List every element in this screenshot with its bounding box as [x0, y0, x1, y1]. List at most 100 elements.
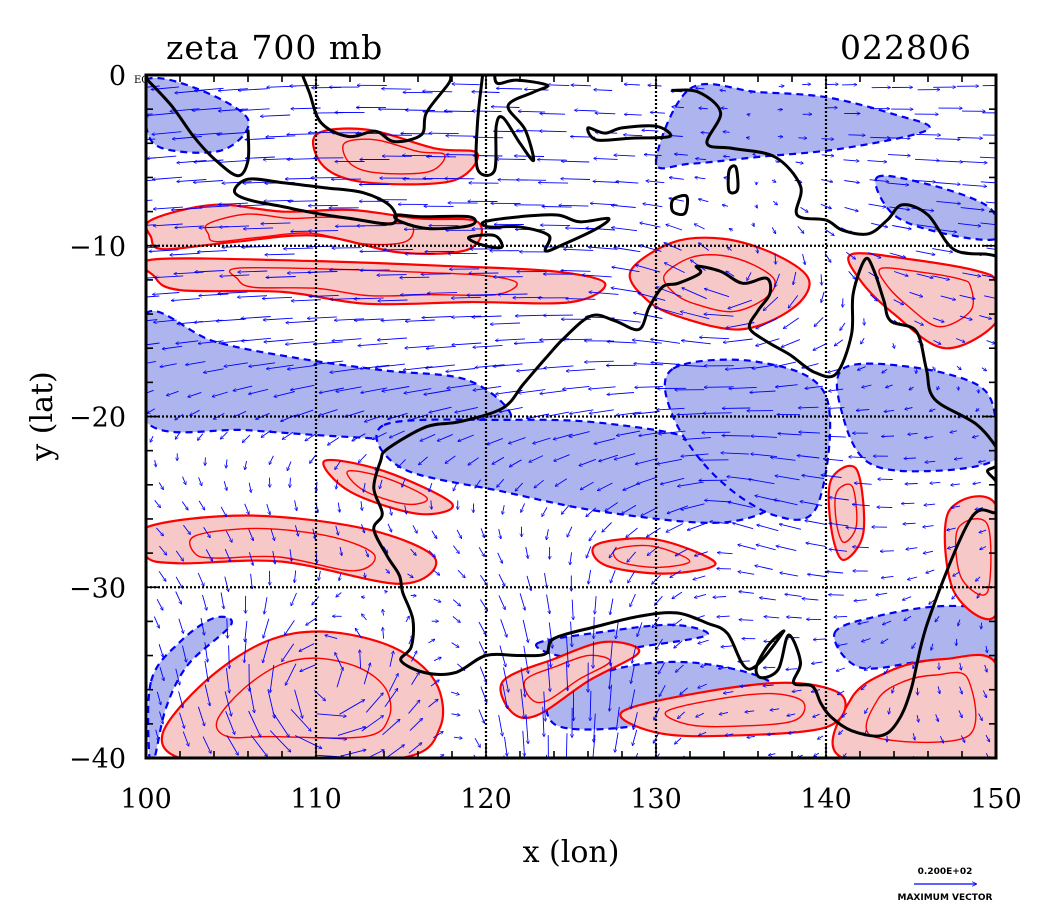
wind-vector	[500, 406, 523, 412]
wind-vector	[728, 299, 752, 308]
wind-vector	[624, 135, 643, 136]
pos-region-bight-streak	[499, 640, 641, 720]
wind-vector	[876, 592, 888, 595]
wind-vector	[911, 179, 936, 182]
x-axis-tick-labels: 100 110 120 130 140 150	[120, 784, 1022, 815]
wind-vector	[642, 130, 659, 131]
wind-vector	[543, 691, 546, 721]
wind-vector	[960, 735, 964, 742]
wind-vector	[400, 277, 430, 278]
wind-vector	[973, 482, 981, 484]
wind-vector	[891, 759, 892, 765]
wind-vector	[569, 431, 590, 437]
wind-vector	[829, 388, 844, 391]
wind-vector	[358, 342, 388, 345]
wind-vector	[915, 250, 935, 255]
wind-vector	[478, 709, 485, 724]
wind-vector	[270, 664, 275, 693]
wind-vector	[862, 638, 871, 642]
wind-vector	[858, 366, 866, 371]
wind-vector	[238, 271, 268, 272]
wind-vector	[718, 553, 733, 554]
wind-vector	[197, 572, 204, 586]
wind-vector	[631, 664, 636, 683]
wind-vector	[981, 367, 986, 371]
wind-vector	[282, 643, 295, 662]
wind-vector	[287, 461, 292, 471]
wind-vector	[695, 551, 708, 556]
wind-vector	[238, 88, 268, 91]
wind-vector	[602, 522, 612, 532]
wind-vector	[664, 243, 682, 251]
wind-vector	[147, 155, 177, 159]
wind-vector	[828, 408, 845, 409]
wind-vector	[654, 707, 660, 720]
wind-vector	[802, 599, 819, 600]
pos-region-carpentaria-east	[847, 252, 996, 350]
wind-vector	[229, 645, 230, 668]
wind-vector	[985, 201, 996, 204]
wind-vector	[183, 524, 190, 534]
wind-vector	[403, 92, 433, 93]
wind-vector	[930, 482, 941, 483]
wind-vector	[931, 643, 933, 650]
coastline-borneo	[301, 75, 453, 144]
wind-vector	[325, 635, 338, 640]
wind-vector	[521, 503, 526, 512]
wind-vector	[373, 432, 387, 440]
wind-vector	[502, 505, 504, 514]
wind-vector	[795, 162, 804, 163]
wind-vector	[520, 688, 524, 718]
wind-vector	[402, 478, 406, 487]
wind-vector	[241, 316, 271, 319]
wind-vector	[760, 598, 776, 601]
wind-vector	[385, 568, 390, 573]
wind-vector	[226, 735, 238, 755]
wind-vector	[158, 571, 166, 581]
wind-vector	[266, 136, 296, 137]
wind-vector	[589, 530, 597, 541]
wind-vector	[717, 616, 730, 617]
wind-vector	[821, 274, 822, 284]
pos-inner-contour-nsw-coast	[954, 518, 992, 596]
wind-vector	[657, 407, 685, 410]
wind-vector	[283, 431, 294, 439]
wind-vector	[272, 712, 289, 737]
wind-vector	[176, 340, 199, 344]
wind-vector	[979, 315, 991, 319]
pos-inner-contour-carpentaria-east	[878, 267, 975, 328]
wind-vector	[676, 365, 706, 367]
wind-vector	[225, 530, 232, 542]
wind-vector	[204, 368, 224, 373]
wind-vector	[835, 339, 844, 346]
wind-vector	[205, 549, 212, 561]
wind-vector	[225, 711, 235, 734]
wind-vector	[150, 436, 154, 442]
wind-vector	[264, 338, 294, 342]
x-tick-label: 150	[970, 784, 1022, 815]
wind-vector	[747, 736, 755, 737]
wind-vector	[678, 481, 704, 486]
wind-vector	[757, 246, 758, 253]
wind-vector	[843, 160, 858, 161]
wind-vector	[733, 523, 754, 530]
wind-vector	[586, 228, 615, 231]
wind-vector	[378, 337, 407, 340]
wind-vector	[594, 90, 613, 91]
wind-vector	[159, 545, 166, 555]
wind-vector	[977, 592, 981, 598]
wind-vector	[515, 482, 524, 491]
wind-vector	[595, 113, 616, 114]
wind-vector	[802, 84, 810, 85]
wind-vector	[478, 547, 484, 556]
wind-vector	[836, 667, 846, 671]
wind-vector	[883, 620, 892, 624]
wind-vector	[159, 667, 164, 680]
wind-vector	[272, 551, 275, 564]
wind-vector	[703, 760, 710, 762]
wind-vector	[269, 760, 289, 774]
x-tick-label: 130	[630, 784, 682, 815]
wind-vector	[616, 757, 618, 758]
wind-vector	[953, 571, 960, 576]
wind-vector	[398, 459, 406, 467]
